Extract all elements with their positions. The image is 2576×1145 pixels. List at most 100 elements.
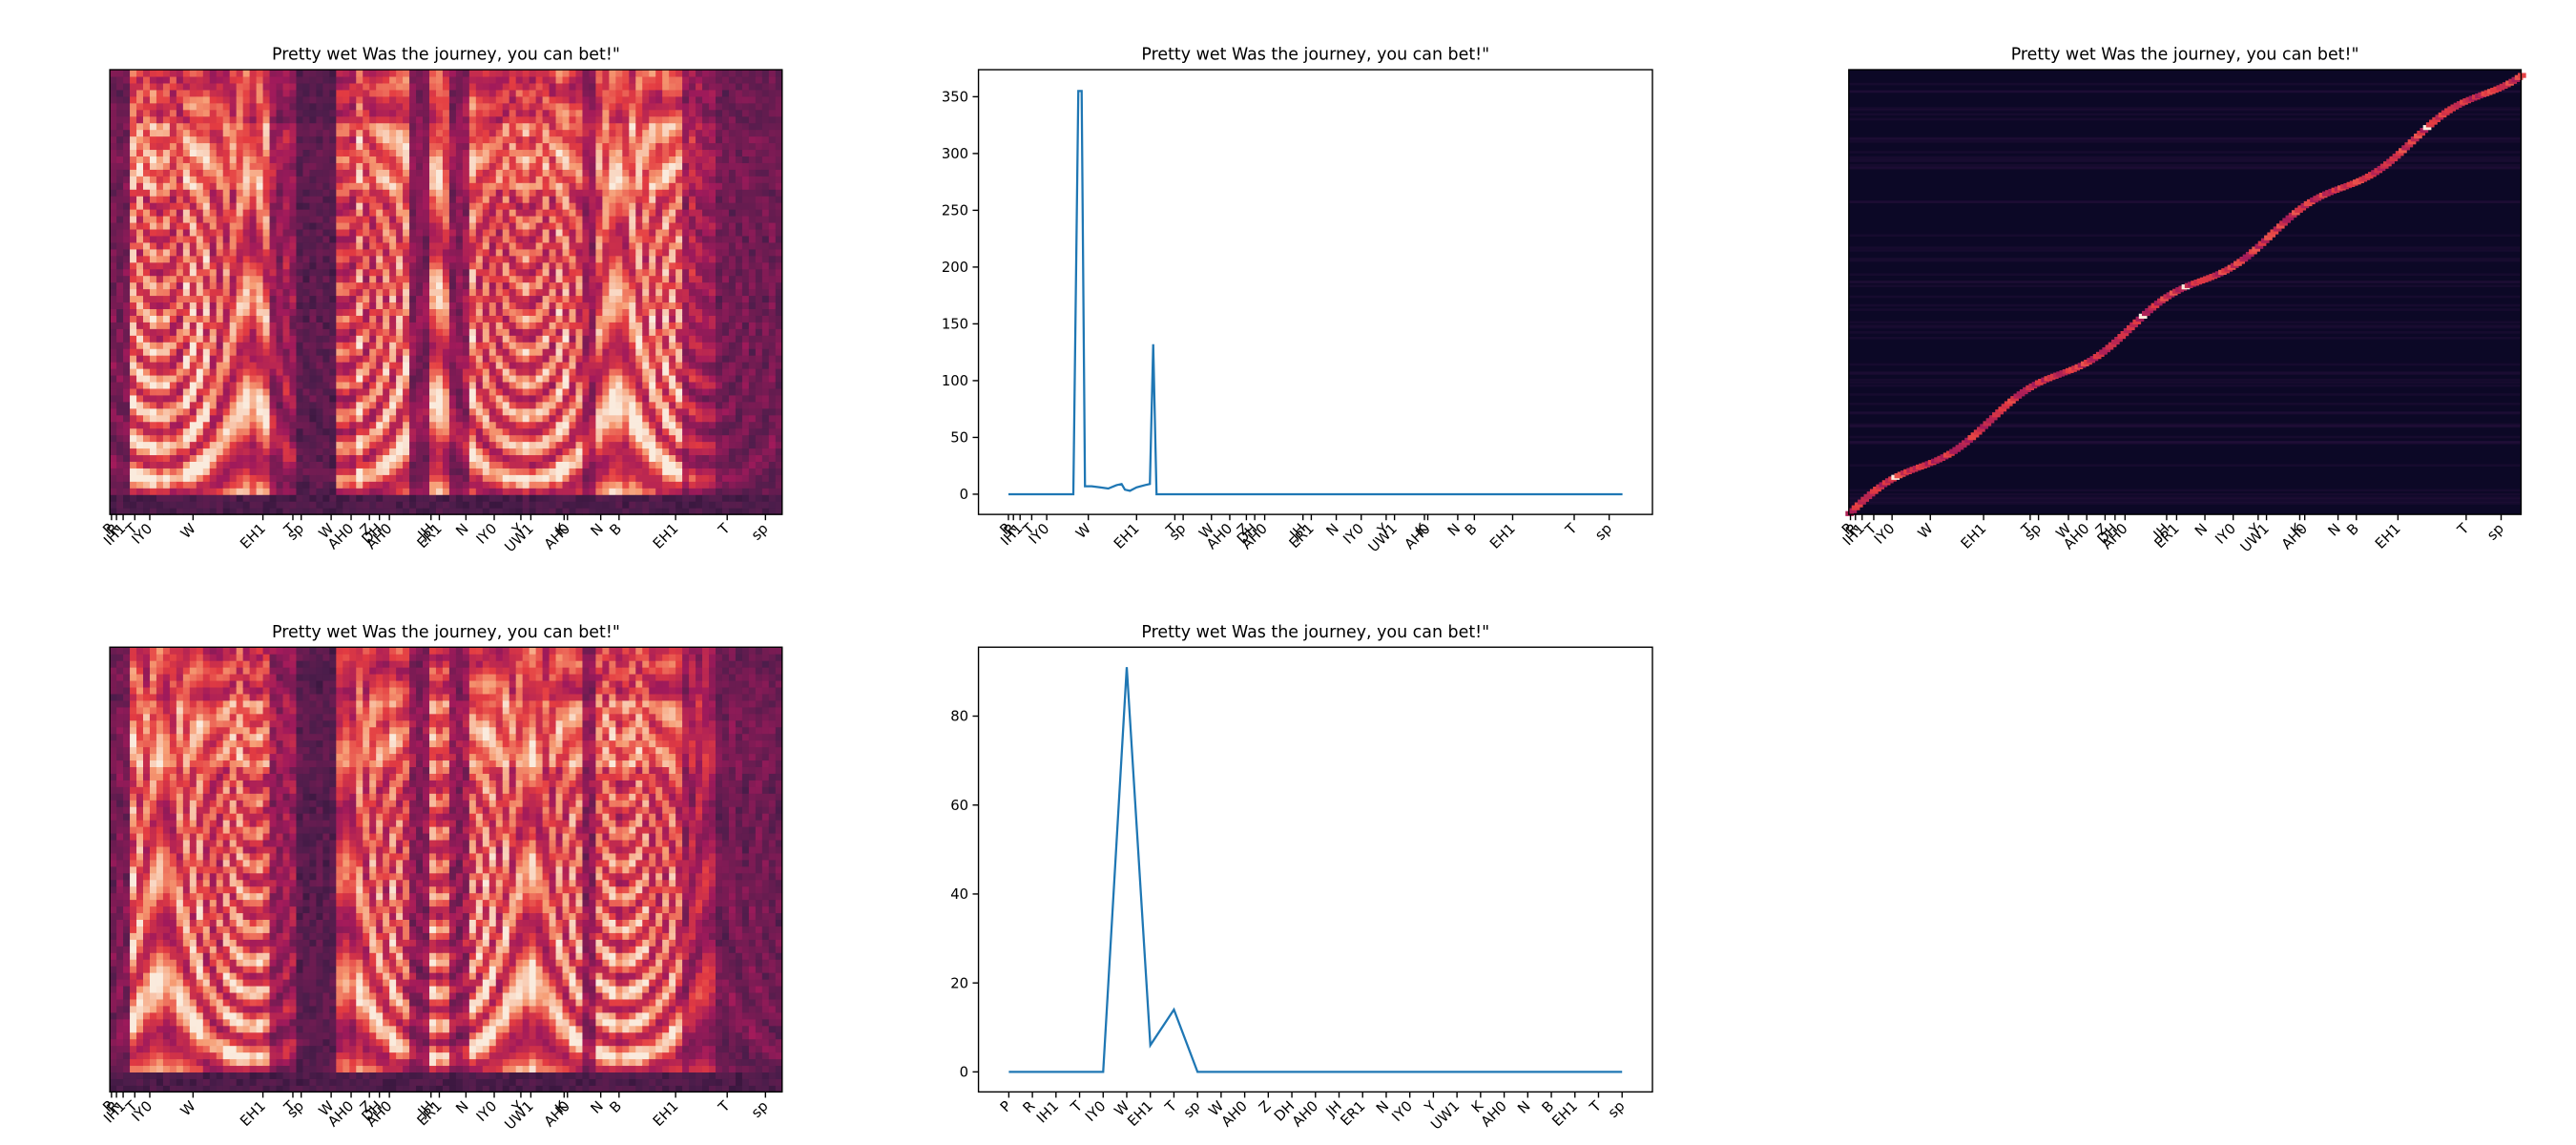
spectrogram-cell [555, 448, 564, 456]
spectrogram-cell [149, 109, 157, 117]
spectrogram-cell [256, 196, 264, 203]
spectrogram-cell [316, 142, 323, 151]
spectrogram-cell [595, 488, 603, 495]
spectrogram-cell [222, 335, 231, 343]
spectrogram-cell [535, 315, 544, 323]
spectrogram-cell [116, 275, 124, 283]
spectrogram-cell [595, 182, 603, 190]
spectrogram-cell [595, 122, 603, 131]
spectrogram-cell [169, 222, 177, 230]
spectrogram-cell [130, 261, 137, 270]
spectrogram-cell [329, 176, 337, 183]
spectrogram-cell [262, 454, 271, 462]
spectrogram-cell [482, 135, 490, 144]
spectrogram-cell [462, 454, 470, 462]
spectrogram-cell [595, 474, 603, 482]
spectrogram-cell [429, 149, 437, 156]
spectrogram-cell [435, 434, 444, 443]
spectrogram-cell [216, 255, 224, 263]
spectrogram-cell [502, 375, 510, 383]
spectrogram-cell [169, 241, 177, 250]
spectrogram-cell [462, 348, 470, 356]
spectrogram-cell [242, 335, 251, 343]
spectrogram-cell [409, 76, 417, 84]
spectrogram-cell [502, 295, 510, 303]
spectrogram-cell [182, 82, 191, 91]
spectrogram-cell [396, 268, 404, 277]
spectrogram-cell [555, 241, 564, 250]
spectrogram-cell [236, 241, 244, 250]
spectrogram-cell [336, 70, 343, 77]
spectrogram-cell [416, 196, 424, 203]
spectrogram-cell [442, 281, 450, 290]
spectrogram-cell [222, 288, 231, 297]
spectrogram-cell [515, 235, 524, 243]
spectrogram-cell [136, 162, 144, 170]
spectrogram-cell [389, 129, 397, 137]
spectrogram-cell [276, 202, 284, 210]
spectrogram-cell [236, 421, 244, 429]
spectrogram-cell [302, 102, 310, 111]
spectrogram-cell [343, 82, 350, 91]
spectrogram-cell [123, 288, 131, 297]
spectrogram-cell [222, 407, 231, 416]
spectrogram-cell [189, 407, 197, 416]
spectrogram-cell [216, 102, 224, 111]
spectrogram-cell [369, 434, 377, 443]
spectrogram-cell [143, 401, 151, 409]
spectrogram-cell [136, 461, 144, 468]
spectrogram-cell [468, 407, 477, 416]
spectrogram-cell [302, 448, 310, 456]
spectrogram-cell [389, 375, 397, 383]
spectrogram-cell [416, 235, 424, 243]
spectrogram-cell [502, 368, 510, 376]
spectrogram-cell [282, 135, 291, 144]
spectrogram-cell [343, 342, 350, 349]
spectrogram-cell [448, 255, 457, 263]
spectrogram-cell [515, 182, 524, 190]
spectrogram-cell [216, 481, 224, 489]
spectrogram-cell [468, 348, 477, 356]
spectrogram-cell [549, 182, 557, 190]
spectrogram-cell [515, 169, 524, 177]
spectrogram-cell [149, 196, 157, 203]
spectrogram-cell [482, 474, 490, 482]
spectrogram-cell [329, 302, 337, 309]
spectrogram-cell [562, 115, 571, 124]
spectrogram-cell [336, 196, 343, 203]
spectrogram-cell [376, 70, 384, 77]
spectrogram-cell [116, 102, 124, 111]
spectrogram-cell [495, 468, 504, 475]
spectrogram-cell [535, 368, 544, 376]
spectrogram-cell [589, 82, 596, 91]
spectrogram-cell [169, 216, 177, 223]
spectrogram-cell [455, 135, 464, 144]
spectrogram-cell [602, 275, 610, 283]
spectrogram-cell [363, 235, 370, 243]
spectrogram-cell [455, 434, 464, 443]
spectrogram-cell [363, 342, 370, 349]
spectrogram-cell [509, 295, 517, 303]
spectrogram-cell [209, 481, 218, 489]
spectrogram-cell [176, 401, 184, 409]
spectrogram-cell [349, 441, 357, 449]
spectrogram-cell [222, 461, 231, 468]
spectrogram-cell [602, 407, 610, 416]
spectrogram-cell [349, 302, 357, 309]
spectrogram-cell [182, 362, 191, 369]
spectrogram-cell [336, 375, 343, 383]
spectrogram-cell [136, 302, 144, 309]
spectrogram-cell [162, 76, 171, 84]
spectrogram-cell [416, 441, 424, 449]
spectrogram-cell [116, 421, 124, 429]
spectrogram-cell [562, 176, 571, 183]
spectrogram-cell [269, 335, 278, 343]
spectrogram-cell [343, 407, 350, 416]
spectrogram-cell [575, 248, 583, 257]
spectrogram-cell [302, 308, 310, 316]
spectrogram-cell [182, 468, 191, 475]
spectrogram-cell [216, 182, 224, 190]
spectrogram-cell [376, 434, 384, 443]
spectrogram-cell [336, 156, 343, 163]
spectrogram-cell [182, 348, 191, 356]
